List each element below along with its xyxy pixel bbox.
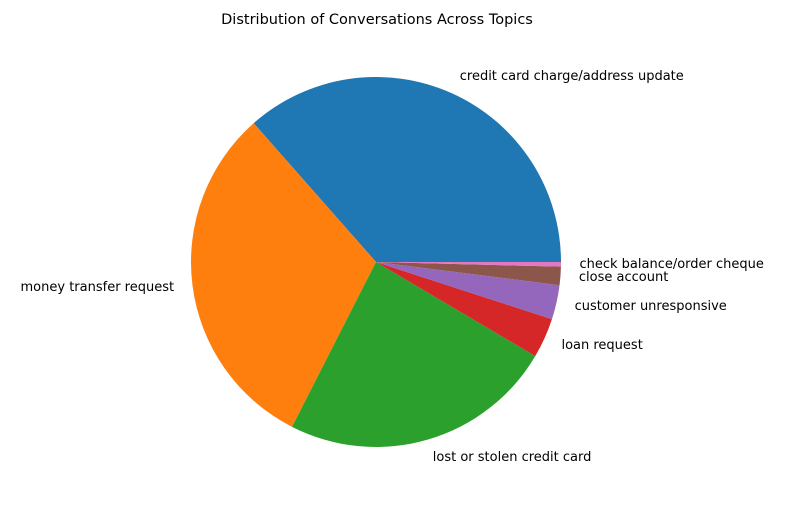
pie-slice [253, 77, 561, 263]
slice-label: credit card charge/address update [460, 69, 684, 84]
slice-label: customer unresponsive [575, 299, 727, 314]
pie-slice [376, 262, 552, 357]
pie-slice [376, 262, 561, 286]
slice-label: check balance/order cheque [579, 257, 763, 272]
slice-label: close account [579, 270, 668, 285]
pie-slice [376, 262, 561, 267]
pie-labels: credit card charge/address update money t… [21, 69, 764, 465]
slice-label: loan request [561, 338, 642, 353]
slice-label: lost or stolen credit card [433, 450, 592, 465]
pie-slice [292, 262, 536, 448]
chart-title: Distribution of Conversations Across Top… [221, 12, 533, 28]
pie-slice [190, 123, 376, 427]
slice-label: money transfer request [21, 280, 175, 295]
pie-slices [190, 77, 561, 448]
pie-slice [376, 262, 560, 320]
